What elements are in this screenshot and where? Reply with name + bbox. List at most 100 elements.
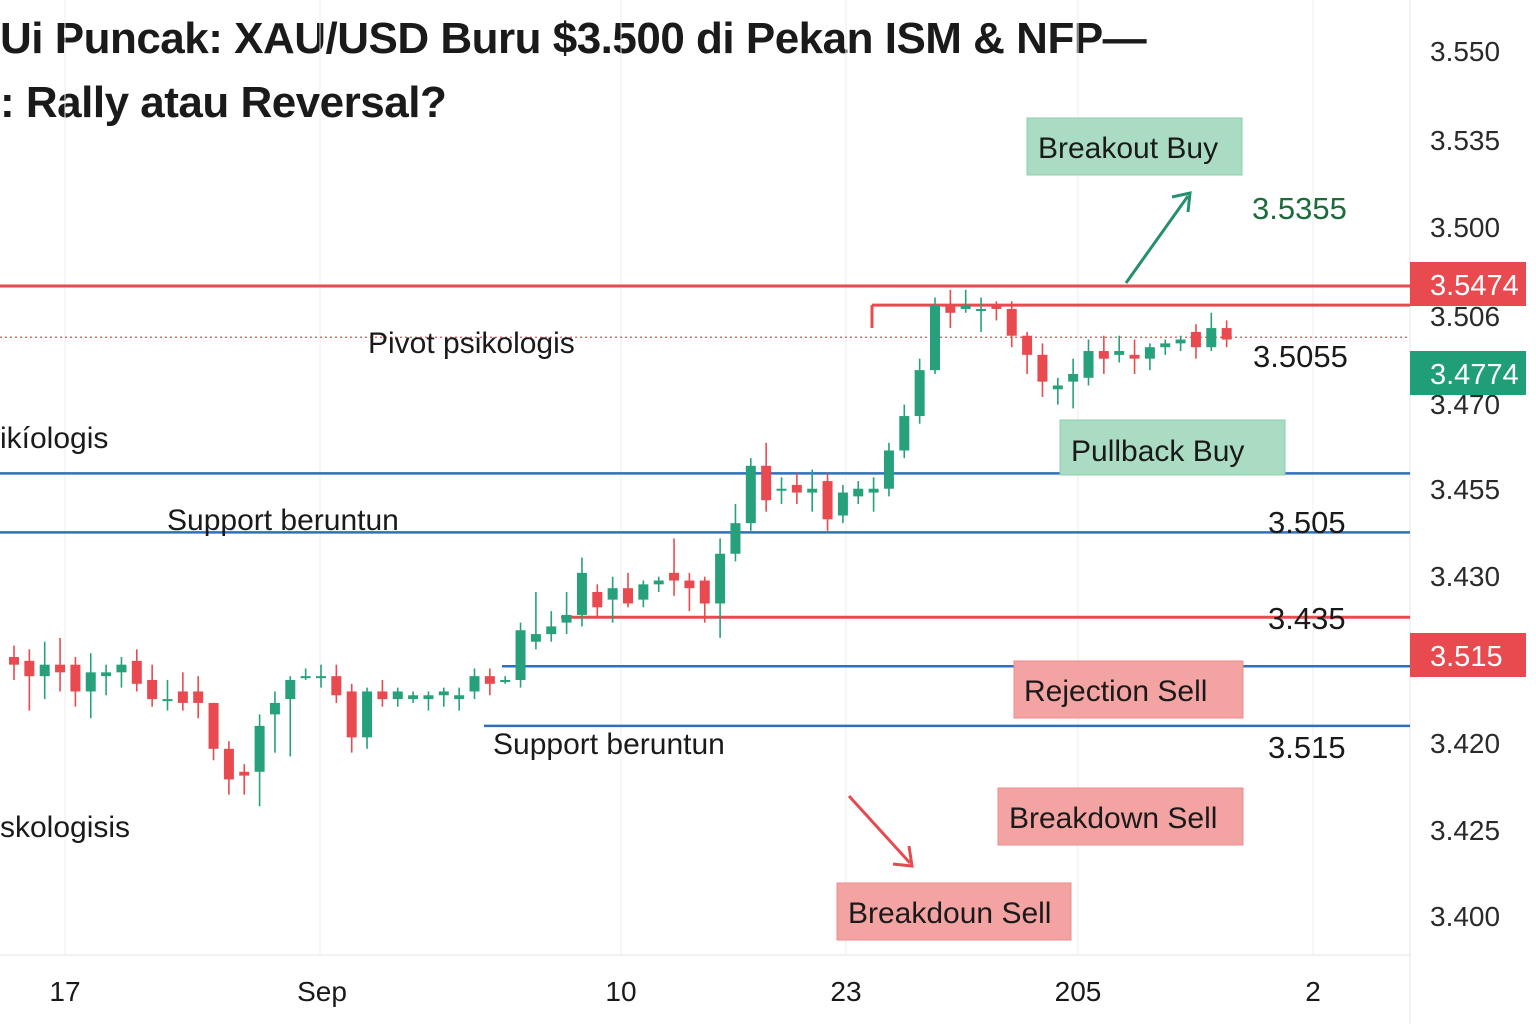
candle [316, 664, 326, 688]
candle [1083, 339, 1094, 386]
support-label-1: Support beruntun [167, 504, 399, 537]
candle-body [1006, 308, 1017, 336]
candle-body [300, 676, 311, 679]
candle-body [1068, 373, 1079, 382]
candle-body [730, 523, 741, 554]
breakout-buy-box: Breakout Buy [1026, 117, 1243, 176]
candle-body [1037, 354, 1048, 382]
price-tags: 3.5474 3.4774 3.515 [1410, 262, 1526, 677]
candle [1022, 331, 1033, 374]
candle-body [776, 488, 787, 491]
candle [162, 679, 173, 711]
candle-body [454, 695, 465, 700]
price-tag-text: 3.5474 [1430, 270, 1519, 302]
candle [469, 668, 480, 700]
candle [423, 691, 434, 711]
candle [1190, 324, 1201, 359]
chart-title-line-2: : Rally atau Reversal? [0, 78, 447, 127]
candle-body [346, 691, 357, 738]
candle [868, 477, 879, 512]
candle-body [1114, 351, 1125, 355]
candle [669, 538, 680, 596]
candle [408, 691, 419, 703]
candle [454, 687, 465, 711]
price-tag-bg [1410, 262, 1526, 306]
candle [807, 469, 818, 512]
price-axis: 3.5503.5353.5003.5063.4703.4553.4303.420… [1430, 36, 1500, 932]
candle-body [101, 672, 112, 677]
candle [346, 683, 357, 753]
candle-body [1190, 331, 1201, 348]
candle [1037, 343, 1048, 397]
breakdown-arrow-icon [847, 794, 914, 868]
candle-body [991, 305, 1002, 309]
candle-body [223, 748, 234, 780]
candle [377, 679, 388, 707]
candle-body [208, 702, 219, 749]
price-tick-label: 3.400 [1430, 901, 1500, 932]
candle [269, 691, 280, 753]
candle-body [715, 553, 726, 604]
candle-body [39, 664, 50, 677]
candle [761, 442, 772, 512]
candle [500, 676, 511, 684]
candle-body [239, 771, 250, 776]
candle-body [377, 691, 388, 700]
breakout-target-value: 3.5355 [1252, 191, 1347, 226]
candle-body [883, 450, 894, 489]
candle-body [1022, 335, 1033, 355]
candle [638, 580, 649, 608]
candle-body [853, 488, 864, 497]
candle-body [1206, 328, 1217, 348]
candle [791, 473, 802, 505]
candle [285, 676, 296, 757]
candle [254, 714, 265, 807]
candle [177, 672, 188, 711]
rejection-sell-label: Rejection Sell [1024, 675, 1207, 708]
candle [1175, 335, 1186, 352]
candle [39, 641, 50, 700]
candle-body [24, 660, 35, 677]
time-axis: 17 Sep 10 23 205 2 [49, 976, 1320, 1007]
price-tag-bg [1410, 633, 1526, 677]
candle [607, 576, 618, 623]
candle [576, 557, 587, 627]
candle [1006, 301, 1017, 348]
candle [70, 657, 81, 707]
candle-body [362, 691, 373, 738]
candle-body [653, 580, 664, 585]
pivot-value: 3.5055 [1253, 339, 1348, 374]
candle-body [269, 702, 280, 715]
breakout-buy-label: Breakout Buy [1038, 132, 1218, 165]
candle-body [669, 572, 680, 581]
candle [976, 297, 987, 332]
candle-body [745, 465, 756, 524]
breakout-arrow-icon [1124, 191, 1192, 284]
candles [9, 289, 1232, 807]
candle-body [331, 676, 342, 696]
candle [131, 649, 142, 692]
candle-body [761, 465, 772, 501]
candle [362, 687, 373, 749]
price-tick-label: 3.455 [1430, 474, 1500, 505]
candle [684, 572, 695, 612]
candle [699, 576, 710, 623]
candle-body [699, 580, 710, 604]
candle-body [1083, 351, 1094, 378]
price-levels [0, 284, 1410, 728]
candle [1144, 343, 1155, 371]
candle-body [254, 725, 265, 772]
candle-body [807, 488, 818, 493]
candle-body [423, 695, 434, 700]
price-tag-bg [1410, 351, 1526, 395]
breakdown-sell-box: Breakdown Sell [997, 787, 1244, 846]
candle-body [316, 676, 326, 679]
candle [653, 576, 664, 592]
time-tick-label: 17 [49, 976, 80, 1007]
candle [899, 404, 910, 459]
candle [853, 481, 864, 505]
candle-body [469, 676, 480, 692]
breakdoun-sell-box: Breakdoun Sell [836, 882, 1072, 941]
candle-body [1221, 328, 1232, 340]
